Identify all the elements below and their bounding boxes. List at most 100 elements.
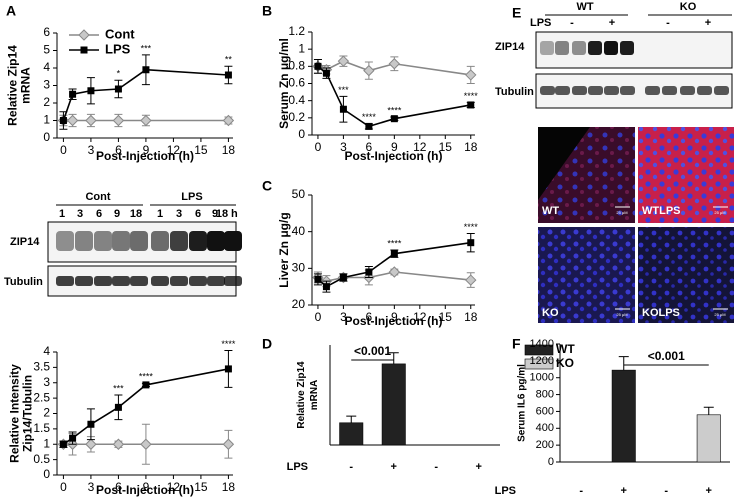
lane-label: 6 bbox=[96, 208, 102, 220]
blot-band bbox=[540, 86, 555, 95]
marker bbox=[85, 114, 97, 127]
marker bbox=[140, 438, 152, 450]
legend-marker bbox=[80, 46, 88, 54]
x-tick-label: + bbox=[706, 485, 712, 497]
y-tick-label: 1000 bbox=[530, 372, 554, 384]
blot-band bbox=[75, 231, 93, 251]
blot-band bbox=[697, 86, 712, 95]
lane-label: 18 bbox=[216, 208, 228, 220]
error-bar bbox=[388, 352, 399, 364]
x-tick-label: 6 bbox=[366, 310, 373, 324]
x-tick-label: 6 bbox=[115, 480, 122, 494]
marker bbox=[112, 438, 125, 450]
y-tick-label: 2 bbox=[43, 406, 50, 420]
marker bbox=[365, 122, 373, 130]
y-tick-label: 1400 bbox=[530, 338, 554, 350]
blot-band bbox=[224, 231, 242, 251]
x-tick-label: 6 bbox=[115, 143, 122, 157]
blot-band bbox=[604, 86, 619, 95]
x-row-label: LPS bbox=[495, 485, 516, 497]
blot-band bbox=[620, 86, 635, 95]
marker bbox=[59, 440, 67, 448]
blot-band bbox=[151, 276, 169, 286]
lane-label: 6 bbox=[195, 208, 201, 220]
lane-label: - bbox=[666, 17, 670, 29]
y-tick-label: 6 bbox=[43, 25, 50, 39]
blot-band bbox=[714, 86, 729, 95]
y-tick-label: 1 bbox=[43, 113, 50, 127]
blot-band bbox=[75, 276, 93, 286]
blot-band bbox=[112, 231, 130, 251]
y-tick-label: 0 bbox=[43, 130, 50, 144]
marker bbox=[339, 274, 347, 281]
marker bbox=[390, 250, 398, 258]
x-tick-label: - bbox=[664, 485, 668, 497]
x-tick-label: - bbox=[349, 461, 353, 473]
marker bbox=[222, 438, 235, 450]
marker bbox=[224, 71, 232, 79]
y-tick-label: 0.6 bbox=[288, 76, 305, 90]
y-tick-label: 0 bbox=[298, 127, 305, 141]
y-tick-label: 2 bbox=[43, 95, 50, 109]
y-tick-label: 5 bbox=[43, 43, 50, 57]
blot-band bbox=[540, 41, 554, 55]
legend-label: WT bbox=[556, 342, 575, 356]
x-tick-label: 12 bbox=[167, 143, 181, 157]
lane-unit: h bbox=[231, 208, 238, 220]
scale-label: 25 μM bbox=[616, 210, 627, 215]
x-tick-label: 3 bbox=[88, 143, 95, 157]
x-tick-label: 15 bbox=[439, 310, 453, 324]
blot-band bbox=[207, 231, 225, 251]
marker bbox=[222, 114, 235, 127]
legend-label: LPS bbox=[105, 41, 131, 56]
blot-band bbox=[94, 231, 112, 251]
marker bbox=[388, 266, 401, 278]
group-label: KO bbox=[680, 1, 697, 13]
x-tick-label: + bbox=[621, 485, 627, 497]
x-tick-label: 18 bbox=[464, 310, 478, 324]
image-label: WT bbox=[542, 205, 559, 217]
group-label: WT bbox=[576, 1, 593, 13]
marker bbox=[114, 403, 122, 411]
micrograph bbox=[638, 227, 734, 323]
blot-band bbox=[112, 276, 130, 286]
annotation: **** bbox=[139, 372, 154, 382]
y-axis-label: Serum Zn μg/ml bbox=[277, 38, 291, 129]
marker bbox=[69, 90, 77, 98]
lane-label: + bbox=[705, 17, 711, 29]
annotation: **** bbox=[464, 91, 479, 101]
blot-band bbox=[94, 276, 112, 286]
marker bbox=[87, 420, 95, 428]
annotation: **** bbox=[464, 222, 479, 232]
marker bbox=[112, 114, 125, 127]
marker bbox=[337, 55, 350, 67]
panel-label: F bbox=[512, 336, 521, 352]
x-tick-label: - bbox=[434, 461, 438, 473]
blot-band bbox=[130, 276, 148, 286]
annotation: *** bbox=[338, 85, 349, 95]
y-axis-label: Relative Intensity bbox=[8, 364, 22, 463]
x-axis-label: Post-Injection (h) bbox=[345, 314, 443, 328]
y-tick-label: 4 bbox=[43, 344, 50, 358]
error-bar bbox=[703, 406, 714, 415]
panel-label: B bbox=[262, 3, 272, 19]
blot-band bbox=[645, 86, 660, 95]
lane-label: 1 bbox=[157, 208, 163, 220]
significance-label: <0.001 bbox=[354, 344, 391, 358]
y-tick-label: 600 bbox=[536, 405, 554, 417]
x-tick-label: 12 bbox=[167, 480, 181, 494]
y-tick-label: 2.5 bbox=[33, 390, 50, 404]
annotation: * bbox=[117, 69, 121, 79]
x-tick-label: 3 bbox=[88, 480, 95, 494]
x-tick-label: 18 bbox=[464, 140, 478, 154]
lane-label: - bbox=[570, 17, 574, 29]
blot-band bbox=[56, 231, 74, 251]
scale-label: 25 μM bbox=[714, 210, 725, 215]
lane-label: 3 bbox=[77, 208, 83, 220]
annotation: ** bbox=[225, 55, 233, 65]
micrograph-void bbox=[538, 127, 590, 200]
blot-band bbox=[224, 276, 242, 286]
legend-swatch bbox=[524, 344, 554, 356]
y-tick-label: 4 bbox=[43, 60, 50, 74]
